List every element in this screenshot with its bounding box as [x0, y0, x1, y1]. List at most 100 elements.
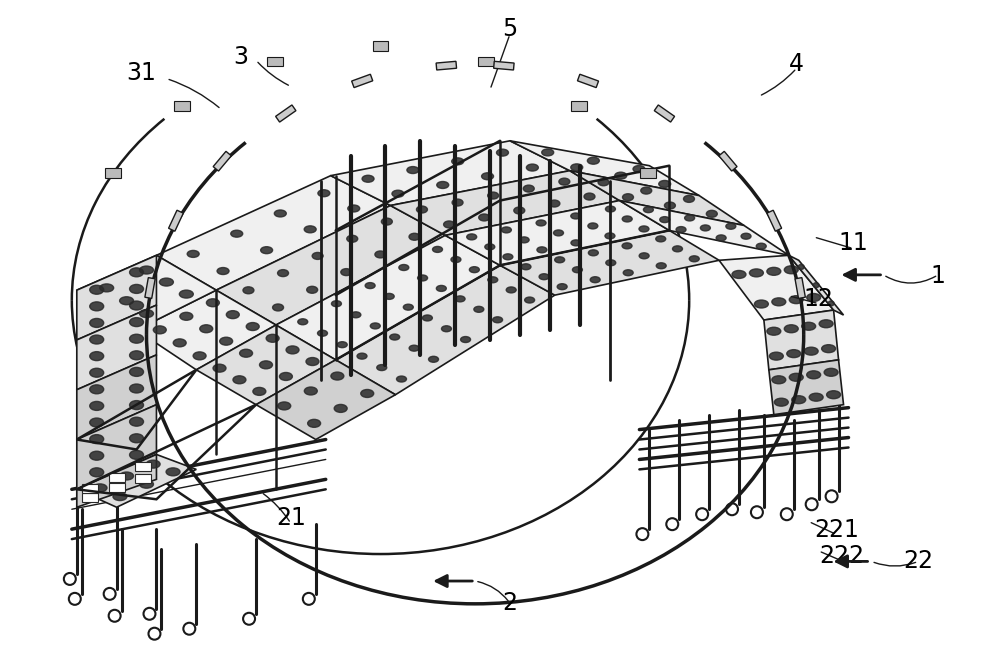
Ellipse shape — [233, 376, 246, 384]
Bar — [82, 493, 98, 503]
Bar — [373, 41, 388, 51]
Polygon shape — [352, 74, 373, 87]
Ellipse shape — [452, 199, 463, 206]
Bar — [82, 484, 98, 493]
Polygon shape — [619, 200, 789, 256]
Ellipse shape — [479, 214, 490, 221]
Ellipse shape — [130, 317, 144, 327]
Ellipse shape — [173, 339, 186, 347]
Ellipse shape — [130, 301, 144, 310]
Ellipse shape — [213, 364, 226, 372]
Ellipse shape — [639, 226, 649, 232]
Ellipse shape — [598, 179, 609, 186]
Ellipse shape — [451, 256, 461, 263]
Ellipse shape — [381, 218, 392, 225]
Ellipse shape — [774, 398, 788, 406]
Polygon shape — [764, 310, 839, 370]
Polygon shape — [769, 360, 844, 415]
Ellipse shape — [140, 480, 153, 488]
Polygon shape — [77, 256, 156, 340]
Ellipse shape — [260, 361, 272, 369]
Circle shape — [696, 509, 708, 520]
Ellipse shape — [828, 301, 834, 306]
Polygon shape — [719, 256, 834, 320]
Circle shape — [243, 613, 255, 625]
Polygon shape — [77, 455, 156, 507]
Polygon shape — [77, 405, 156, 489]
Ellipse shape — [809, 394, 823, 401]
Ellipse shape — [278, 402, 291, 410]
Polygon shape — [390, 171, 619, 235]
Ellipse shape — [700, 225, 710, 231]
Polygon shape — [445, 200, 669, 265]
Ellipse shape — [90, 368, 104, 377]
Ellipse shape — [140, 266, 153, 274]
Ellipse shape — [347, 235, 358, 242]
Circle shape — [751, 507, 763, 518]
Ellipse shape — [243, 287, 254, 294]
Polygon shape — [276, 105, 296, 122]
Ellipse shape — [673, 246, 682, 252]
Ellipse shape — [787, 350, 801, 357]
Ellipse shape — [827, 391, 841, 399]
Polygon shape — [77, 455, 196, 507]
Ellipse shape — [253, 388, 266, 396]
Ellipse shape — [153, 326, 166, 334]
Text: 21: 21 — [276, 507, 306, 530]
Polygon shape — [276, 235, 500, 360]
Ellipse shape — [802, 323, 816, 330]
Ellipse shape — [226, 311, 239, 319]
Ellipse shape — [409, 345, 419, 351]
Ellipse shape — [822, 345, 836, 353]
Ellipse shape — [159, 278, 173, 286]
Ellipse shape — [452, 158, 464, 165]
Ellipse shape — [337, 342, 347, 348]
Ellipse shape — [523, 185, 534, 192]
Ellipse shape — [684, 195, 694, 202]
Ellipse shape — [572, 267, 582, 273]
Text: 1: 1 — [931, 264, 946, 288]
Ellipse shape — [286, 346, 299, 354]
Circle shape — [69, 593, 81, 605]
Text: 2: 2 — [502, 591, 517, 615]
Polygon shape — [336, 265, 555, 395]
Ellipse shape — [304, 387, 317, 395]
Polygon shape — [719, 151, 737, 171]
Ellipse shape — [120, 297, 134, 305]
Ellipse shape — [488, 192, 499, 199]
Ellipse shape — [90, 435, 104, 443]
Ellipse shape — [93, 484, 107, 492]
Ellipse shape — [130, 417, 144, 426]
Ellipse shape — [441, 326, 451, 332]
Ellipse shape — [90, 418, 104, 427]
Polygon shape — [156, 175, 390, 290]
Polygon shape — [510, 141, 699, 196]
Ellipse shape — [525, 297, 535, 303]
Ellipse shape — [390, 334, 400, 340]
Circle shape — [666, 518, 678, 530]
Ellipse shape — [706, 210, 717, 217]
Ellipse shape — [557, 284, 567, 290]
Polygon shape — [169, 210, 183, 231]
Ellipse shape — [318, 190, 330, 196]
Ellipse shape — [559, 178, 570, 185]
Ellipse shape — [120, 472, 134, 480]
Ellipse shape — [469, 267, 479, 273]
Ellipse shape — [187, 250, 199, 258]
Text: 222: 222 — [819, 544, 864, 568]
Polygon shape — [145, 278, 155, 298]
Ellipse shape — [784, 325, 798, 332]
Polygon shape — [256, 360, 395, 440]
Ellipse shape — [429, 356, 439, 362]
Ellipse shape — [384, 294, 394, 300]
Ellipse shape — [179, 290, 193, 298]
Ellipse shape — [605, 206, 615, 212]
Ellipse shape — [331, 301, 341, 307]
Circle shape — [781, 509, 793, 520]
Ellipse shape — [220, 337, 233, 345]
Bar — [105, 168, 121, 178]
Circle shape — [636, 528, 648, 540]
Ellipse shape — [769, 352, 783, 360]
Bar — [174, 101, 190, 110]
Ellipse shape — [542, 149, 554, 156]
